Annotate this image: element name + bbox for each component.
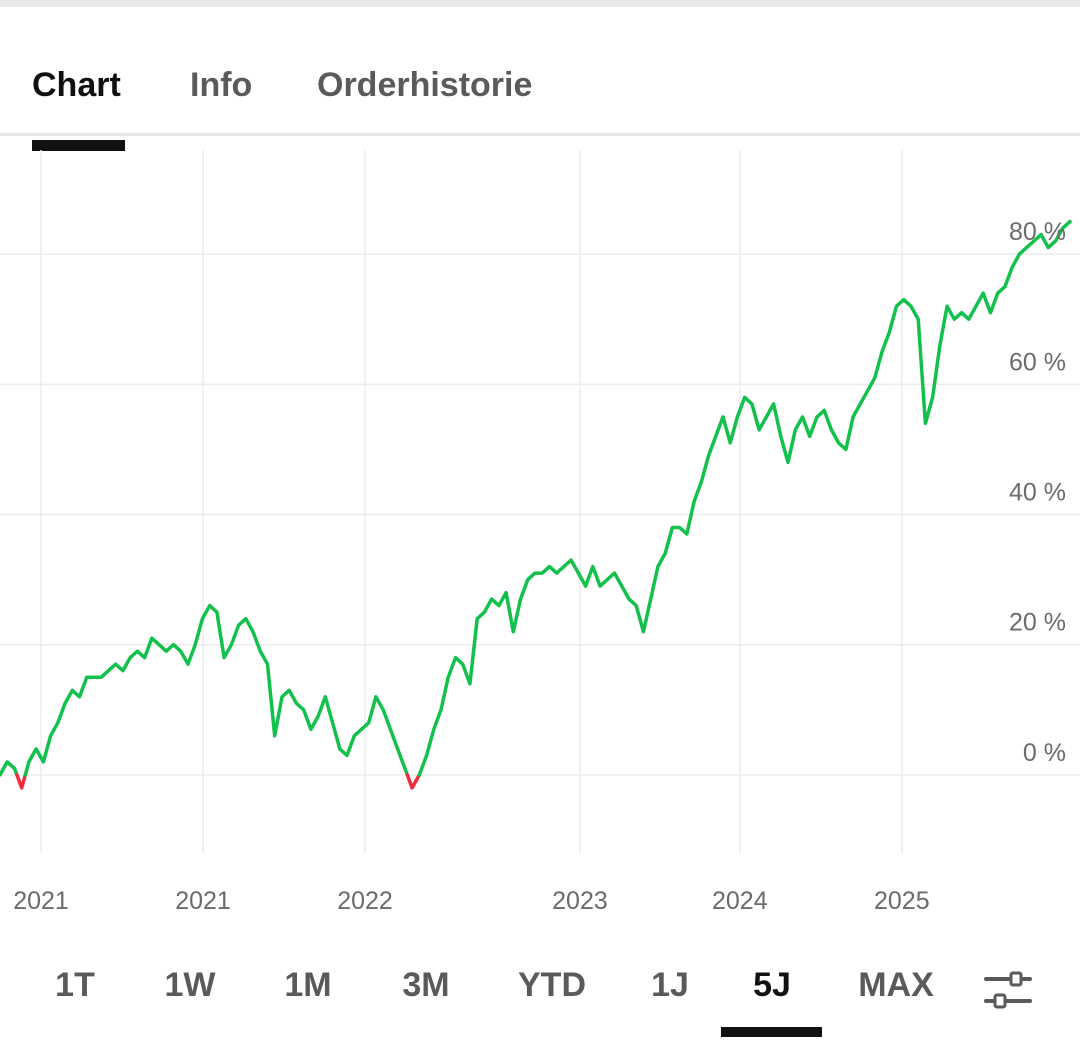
chart-grid bbox=[0, 150, 1080, 853]
active-range-indicator bbox=[721, 1027, 822, 1037]
range-1j-button[interactable]: 1J bbox=[651, 966, 689, 1004]
series-line-positive bbox=[23, 603, 410, 777]
x-axis-labels: 2021 2021 2022 2023 2024 2025 bbox=[13, 887, 929, 915]
tab-bar-divider bbox=[0, 133, 1080, 136]
series-line-negative bbox=[15, 773, 28, 790]
active-tab-indicator bbox=[32, 140, 125, 151]
y-tick-label: 40 % bbox=[1009, 479, 1066, 507]
y-tick-label: 80 % bbox=[1009, 218, 1066, 246]
tab-info[interactable]: Info bbox=[190, 66, 253, 104]
tab-bar: Chart Info Orderhistorie bbox=[0, 48, 1080, 128]
y-tick-label: 60 % bbox=[1009, 348, 1066, 376]
x-tick-label: 2021 bbox=[175, 887, 231, 915]
y-axis-labels: 0 % 20 % 40 % 60 % 80 % bbox=[1009, 218, 1066, 767]
range-1m-button[interactable]: 1M bbox=[284, 966, 332, 1004]
range-1t-button[interactable]: 1T bbox=[55, 966, 95, 1004]
series-line-positive bbox=[417, 219, 1072, 777]
range-ytd-button[interactable]: YTD bbox=[518, 966, 586, 1004]
top-rule bbox=[0, 0, 1080, 7]
chart-series bbox=[0, 219, 1072, 790]
series-line-positive bbox=[0, 760, 19, 777]
time-range-bar: 1T 1W 1M 3M YTD 1J 5J MAX bbox=[0, 950, 1080, 1030]
range-3m-button[interactable]: 3M bbox=[402, 966, 450, 1004]
tab-chart[interactable]: Chart bbox=[32, 66, 121, 104]
x-tick-label: 2024 bbox=[712, 887, 768, 915]
x-tick-label: 2021 bbox=[13, 887, 69, 915]
range-max-button[interactable]: MAX bbox=[858, 966, 934, 1004]
x-tick-label: 2022 bbox=[337, 887, 393, 915]
y-tick-label: 0 % bbox=[1023, 739, 1066, 767]
range-1w-button[interactable]: 1W bbox=[164, 966, 216, 1004]
sliders-icon[interactable] bbox=[984, 970, 1032, 1010]
y-tick-label: 20 % bbox=[1009, 609, 1066, 637]
range-5j-button[interactable]: 5J bbox=[753, 966, 791, 1004]
x-tick-label: 2023 bbox=[552, 887, 608, 915]
x-tick-label: 2025 bbox=[874, 887, 930, 915]
series-line-negative bbox=[405, 773, 422, 790]
performance-line-chart[interactable]: 0 % 20 % 40 % 60 % 80 % 2021 2021 2022 2023 2024… bbox=[0, 136, 1080, 926]
tab-orderhistorie[interactable]: Orderhistorie bbox=[317, 66, 533, 104]
